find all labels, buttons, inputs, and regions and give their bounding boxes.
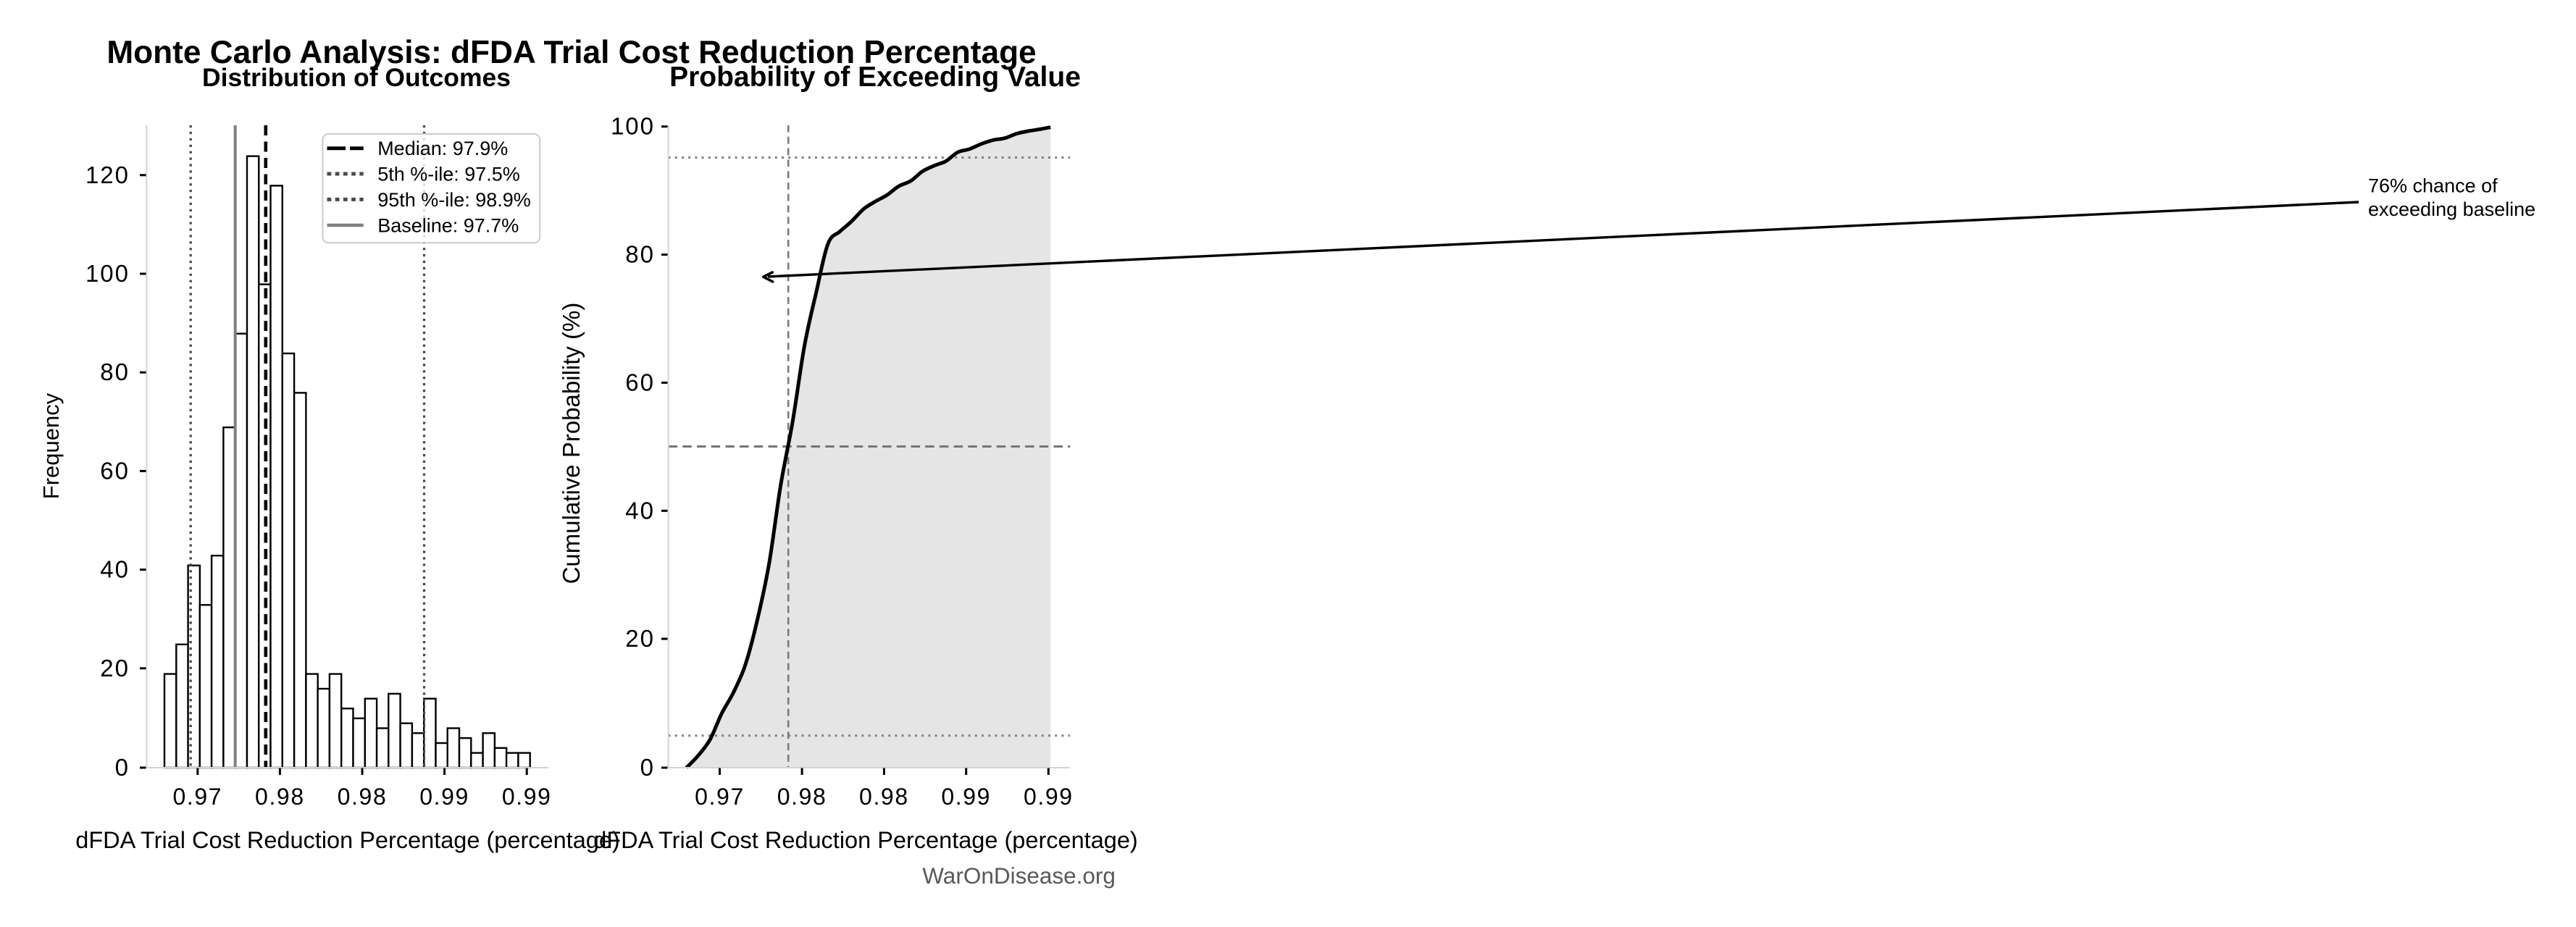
- svg-text:0.99: 0.99: [1024, 784, 1074, 810]
- svg-text:0.97: 0.97: [172, 784, 222, 810]
- svg-text:5th %-ile: 97.5%: 5th %-ile: 97.5%: [377, 164, 520, 185]
- svg-text:0.98: 0.98: [338, 784, 388, 810]
- svg-text:0.98: 0.98: [859, 784, 909, 810]
- svg-text:0.98: 0.98: [255, 784, 305, 810]
- svg-text:100: 100: [611, 113, 655, 140]
- svg-text:0: 0: [115, 754, 130, 781]
- svg-text:WarOnDisease.org: WarOnDisease.org: [922, 863, 1116, 889]
- svg-text:60: 60: [100, 457, 130, 484]
- svg-text:80: 80: [625, 241, 655, 268]
- svg-text:20: 20: [625, 625, 655, 652]
- svg-text:20: 20: [100, 655, 130, 681]
- svg-text:0.99: 0.99: [941, 784, 991, 810]
- svg-text:Frequency: Frequency: [38, 393, 64, 499]
- svg-text:95th %-ile: 98.9%: 95th %-ile: 98.9%: [377, 189, 531, 211]
- svg-text:60: 60: [625, 369, 655, 395]
- svg-text:40: 40: [625, 497, 655, 524]
- svg-text:0: 0: [640, 754, 655, 781]
- svg-text:Median: 97.9%: Median: 97.9%: [377, 138, 508, 159]
- svg-text:dFDA Trial Cost Reduction Perc: dFDA Trial Cost Reduction Percentage (pe…: [75, 827, 620, 853]
- svg-text:Distribution of Outcomes: Distribution of Outcomes: [202, 63, 511, 92]
- svg-text:dFDA Trial Cost Reduction Perc: dFDA Trial Cost Reduction Percentage (pe…: [593, 827, 1138, 853]
- svg-text:Cumulative Probability (%): Cumulative Probability (%): [558, 303, 585, 584]
- svg-text:40: 40: [100, 556, 130, 583]
- svg-text:100: 100: [85, 260, 130, 287]
- svg-text:Baseline: 97.7%: Baseline: 97.7%: [377, 215, 519, 237]
- svg-text:Monte Carlo Analysis: dFDA Tri: Monte Carlo Analysis: dFDA Trial Cost Re…: [106, 35, 1036, 70]
- svg-text:0.99: 0.99: [419, 784, 469, 810]
- svg-text:120: 120: [85, 162, 130, 188]
- svg-text:Probability of Exceeding Value: Probability of Exceeding Value: [669, 62, 1081, 93]
- svg-text:exceeding baseline: exceeding baseline: [2368, 198, 2535, 220]
- svg-text:80: 80: [100, 358, 130, 385]
- svg-text:0.99: 0.99: [502, 784, 552, 810]
- svg-text:0.98: 0.98: [777, 784, 827, 810]
- svg-text:0.97: 0.97: [695, 784, 745, 810]
- svg-text:76% chance of: 76% chance of: [2368, 175, 2498, 197]
